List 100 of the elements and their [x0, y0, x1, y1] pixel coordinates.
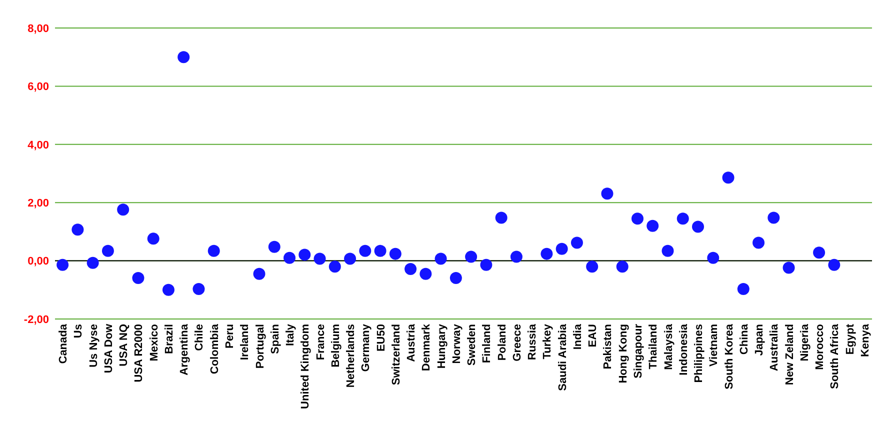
point — [328, 260, 341, 273]
x-tick-label: Singapour — [632, 323, 644, 378]
x-tick-label: Thailand — [648, 324, 660, 370]
x-tick-label: France — [314, 324, 327, 360]
point — [72, 224, 84, 236]
x-tick-label: China — [738, 323, 750, 355]
point — [692, 220, 704, 233]
x-tick-label: Argentina — [178, 323, 191, 376]
point — [813, 246, 826, 259]
point — [192, 283, 205, 296]
point — [707, 252, 720, 264]
x-tick-label: South Korea — [723, 323, 736, 390]
x-tick-label: EU50 — [375, 324, 388, 352]
point — [178, 51, 190, 64]
y-tick-label: 4,00 — [28, 139, 49, 152]
x-tick-label: Netherlands — [345, 324, 358, 388]
x-tick-label: Germany — [360, 323, 372, 372]
point — [374, 244, 386, 257]
x-tick-label: Saudi Arabia — [556, 323, 569, 391]
x-tick-label: Chile — [194, 324, 206, 351]
x-tick-label: New Zeland — [784, 324, 796, 386]
x-tick-label: Nigeria — [798, 323, 811, 362]
point — [102, 244, 114, 257]
y-tick-label: -2,00 — [24, 314, 49, 326]
point — [828, 258, 840, 271]
point — [162, 284, 174, 296]
x-tick-label: Italy — [284, 323, 297, 346]
point — [676, 212, 689, 225]
point — [510, 250, 522, 263]
x-tick-label: Poland — [496, 324, 508, 361]
x-tick-label: Austria — [406, 323, 418, 362]
x-tick-label: India — [572, 323, 584, 350]
x-tick-label: Portugal — [254, 324, 266, 369]
point — [268, 240, 280, 253]
x-tick-label: Philippines — [693, 324, 706, 383]
point — [86, 256, 99, 269]
point — [208, 244, 220, 257]
x-tick-label: Turkey — [542, 323, 554, 360]
point — [434, 252, 447, 265]
point — [631, 212, 644, 225]
point — [722, 172, 734, 184]
point — [752, 236, 765, 249]
x-tick-label: Greece — [511, 324, 524, 362]
point — [570, 236, 583, 249]
point — [284, 252, 296, 264]
x-tick-label: Peru — [224, 324, 236, 348]
point — [132, 272, 144, 284]
point — [495, 212, 508, 224]
x-tick-label: Morocco — [814, 324, 826, 370]
x-tick-label: USA R2000 — [133, 324, 146, 382]
x-tick-label: Finland — [481, 324, 494, 364]
point — [344, 252, 356, 265]
point — [480, 258, 492, 271]
x-tick-label: United Kingdom — [300, 324, 312, 409]
x-tick-label: EAU — [587, 324, 600, 348]
point — [389, 248, 402, 260]
x-tick-label: Brazil — [163, 324, 176, 354]
x-tick-label: Us — [72, 324, 85, 338]
x-tick-label: Switzerland — [390, 324, 402, 386]
point — [737, 283, 750, 296]
point — [782, 262, 795, 274]
y-tick-label: 8,00 — [28, 22, 49, 35]
x-tick-label: Us Nyse — [88, 324, 100, 368]
point — [314, 252, 326, 265]
point — [298, 248, 311, 261]
point — [117, 204, 130, 216]
x-tick-label: Mexico — [148, 324, 160, 362]
point — [359, 244, 372, 257]
x-tick-label: Spain — [269, 324, 282, 354]
x-tick-label: Pakistan — [602, 324, 614, 370]
point — [465, 250, 478, 263]
x-tick-label: Russia — [526, 323, 539, 360]
point — [556, 242, 568, 255]
point — [646, 220, 659, 232]
x-tick-label: Belgium — [330, 324, 342, 368]
point — [56, 258, 69, 271]
point — [450, 272, 462, 284]
x-tick-label: Hong Kong — [617, 324, 630, 384]
x-tick-label: Japan — [754, 324, 766, 356]
x-tick-label: Egypt — [844, 324, 856, 355]
x-tick-label: Kenya — [859, 323, 872, 358]
point — [586, 260, 598, 273]
x-tick-label: Vietnam — [708, 324, 720, 367]
point — [253, 268, 266, 280]
point — [616, 260, 628, 273]
point — [601, 188, 614, 200]
point — [404, 262, 417, 275]
x-tick-label: Norway — [450, 323, 463, 364]
y-tick-label: 2,00 — [28, 197, 49, 210]
x-tick-label: Sweden — [466, 324, 478, 366]
point — [662, 244, 674, 257]
x-tick-label: Ireland — [239, 324, 252, 360]
x-tick-label: Malaysia — [662, 323, 675, 370]
point — [768, 212, 780, 224]
y-tick-label: 0,00 — [28, 256, 49, 268]
x-tick-label: Indonesia — [678, 323, 690, 376]
x-tick-label: Hungary — [436, 323, 448, 369]
x-tick-label: Denmark — [420, 323, 433, 372]
point — [147, 232, 160, 245]
x-tick-label: Canada — [58, 323, 70, 364]
